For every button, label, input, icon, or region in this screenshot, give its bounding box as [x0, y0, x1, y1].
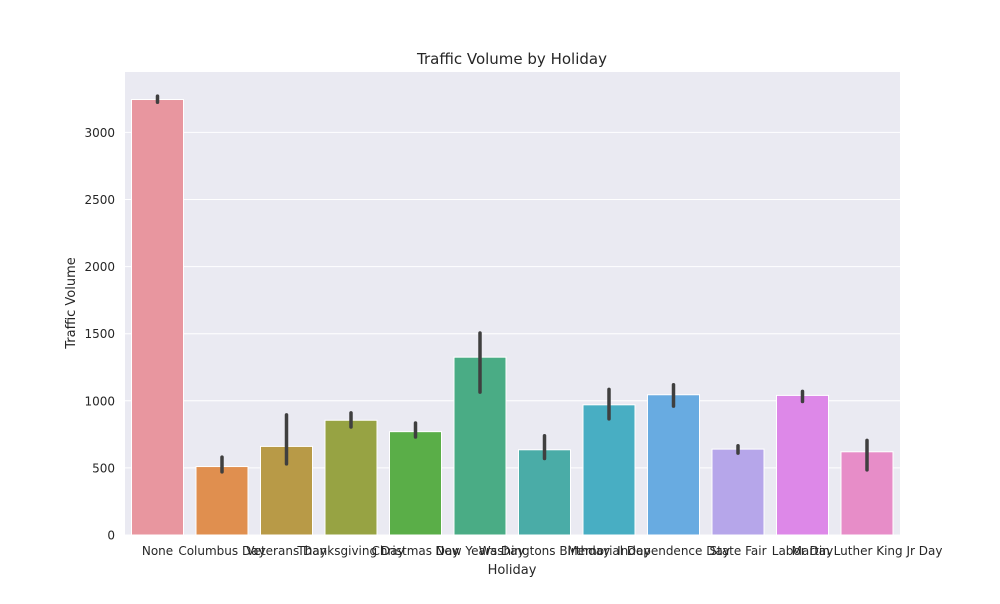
bar: [389, 431, 442, 536]
x-tick-label: State Fair: [710, 544, 767, 558]
y-tick-label: 0: [107, 529, 115, 543]
x-tick-label: Washingtons Birthday: [479, 544, 610, 558]
y-tick-label: 1500: [84, 327, 115, 341]
y-tick-label: 500: [92, 461, 115, 475]
x-tick-label: Memorial Day: [567, 544, 650, 558]
x-tick-label: Independence Day: [617, 544, 730, 558]
x-tick-label: Thanksgiving Day: [296, 544, 404, 558]
x-tick-label: Christmas Day: [371, 544, 459, 558]
x-axis-label: Holiday: [488, 563, 537, 578]
bar: [518, 449, 571, 536]
error-bars: [155, 94, 869, 474]
chart-title: Traffic Volume by Holiday: [416, 50, 607, 68]
y-axis-label: Traffic Volume: [64, 257, 79, 350]
x-tick-label: Labor Day: [772, 544, 833, 558]
bar: [711, 448, 765, 536]
y-tick-label: 2500: [84, 193, 115, 207]
y-tick-label: 1000: [84, 394, 115, 408]
bars: [131, 99, 894, 536]
y-tick-label: 3000: [84, 126, 115, 140]
y-tick-label: 2000: [84, 260, 115, 274]
bar: [582, 404, 636, 536]
bar: [131, 99, 184, 536]
y-axis-ticks: 0 500 1000 1500 2000 2500 3000: [84, 126, 115, 543]
bar: [776, 394, 829, 536]
x-tick-label: None: [142, 544, 173, 558]
plot-background: [125, 72, 900, 535]
bar: [260, 445, 313, 536]
grid-lines: [125, 131, 900, 536]
x-tick-label: Martin Luther King Jr Day: [792, 544, 943, 558]
x-tick-label: Columbus Day: [178, 544, 265, 558]
bar: [647, 394, 700, 536]
x-tick-label: Veterans Day: [246, 544, 326, 558]
x-tick-label: New Years Day: [435, 544, 524, 558]
bar: [324, 419, 378, 536]
bar: [195, 466, 249, 536]
